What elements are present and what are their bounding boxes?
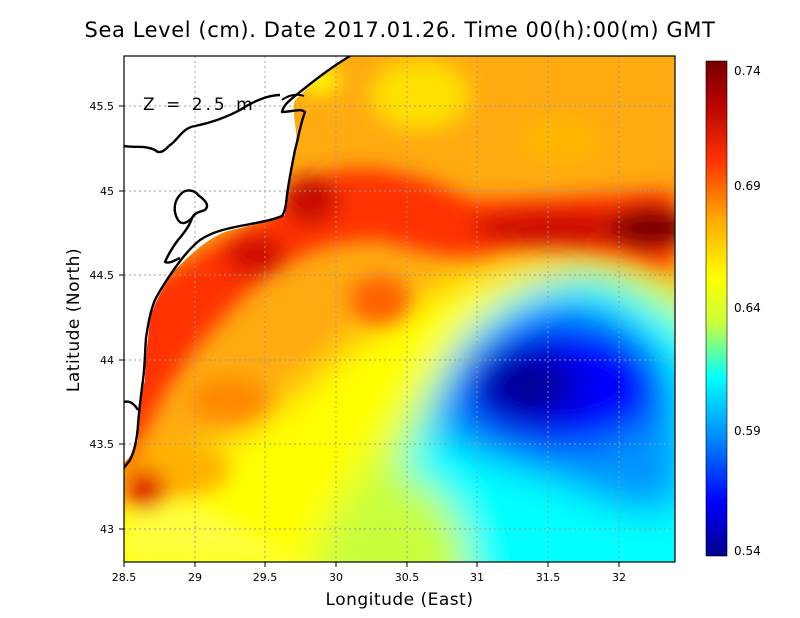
x-tick-label: 29	[188, 571, 202, 584]
colorbar: 0.74 0.69 0.64 0.59 0.54	[705, 60, 761, 558]
y-tick-label: 44.5	[90, 269, 115, 282]
x-tick-label: 30	[329, 571, 343, 584]
y-tick-label: 43	[100, 523, 114, 536]
colorbar-tick-label: 0.54	[734, 544, 761, 558]
x-tick-label: 28.5	[112, 571, 137, 584]
y-tick-label: 43.5	[90, 438, 115, 451]
plot-frame	[123, 55, 676, 563]
x-tick-label: 31.5	[536, 571, 561, 584]
colorbar-tick-label: 0.74	[734, 64, 761, 78]
y-tick-labels: 43 43.5 44 44.5 45 45.5	[90, 100, 115, 536]
colorbar-tick-label: 0.59	[734, 424, 761, 438]
y-tick-label: 45	[100, 185, 114, 198]
colorbar-gradient	[705, 60, 728, 557]
x-tick-label: 29.5	[253, 571, 278, 584]
depth-label: Z = 2.5 m	[143, 95, 256, 115]
tick-marks	[119, 105, 620, 567]
x-tick-labels: 28.5 29 29.5 30 30.5 31 31.5 32	[112, 571, 626, 584]
y-tick-label: 45.5	[90, 100, 115, 113]
y-axis-label: Latitude (North)	[64, 247, 84, 393]
sea-level-field	[124, 56, 675, 562]
x-tick-label: 32	[612, 571, 626, 584]
y-tick-label: 44	[100, 354, 114, 367]
grid	[124, 56, 675, 562]
x-axis-label: Longitude (East)	[325, 590, 474, 610]
x-tick-label: 30.5	[395, 571, 420, 584]
colorbar-tick-label: 0.69	[734, 179, 761, 193]
colorbar-tick-label: 0.64	[734, 301, 761, 315]
x-tick-label: 31	[470, 571, 484, 584]
coastline	[124, 56, 351, 469]
map-title: Sea Level (cm). Date 2017.01.26. Time 00…	[84, 18, 716, 42]
